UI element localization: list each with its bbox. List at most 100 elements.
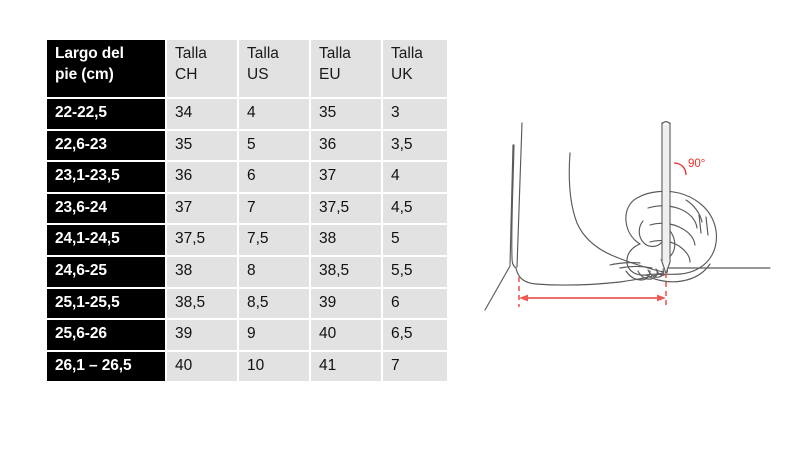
table-header-row: Largo del pie (cm) Talla CH Talla US Tal… <box>47 40 447 97</box>
cell-talla-eu: 37 <box>311 162 381 192</box>
hand-knuckle-lower <box>626 243 647 276</box>
cell-foot-length: 24,1-24,5 <box>47 225 165 256</box>
pencil-top-cap <box>661 121 671 125</box>
cell-foot-length: 26,1 – 26,5 <box>47 351 165 382</box>
cell-talla-us: 7,5 <box>239 225 309 256</box>
wall-line <box>516 122 523 268</box>
cell-talla-eu: 38,5 <box>311 257 381 287</box>
cell-talla-us: 8 <box>239 257 309 287</box>
cell-talla-eu: 40 <box>311 320 381 350</box>
cell-talla-ch: 37,5 <box>167 225 237 256</box>
cell-talla-eu: 37,5 <box>311 193 381 224</box>
column-header-talla-uk: Talla UK <box>383 40 447 97</box>
cell-talla-ch: 35 <box>167 130 237 161</box>
cell-foot-length: 22-22,5 <box>47 99 165 129</box>
cell-talla-us: 6 <box>239 162 309 192</box>
table-row: 23,6-24 37 7 37,5 4,5 <box>47 193 447 224</box>
cell-talla-ch: 40 <box>167 351 237 382</box>
column-header-talla-eu: Talla EU <box>311 40 381 97</box>
column-header-line: Talla <box>247 45 279 62</box>
cell-talla-uk: 3,5 <box>383 130 447 161</box>
column-header-line: Talla <box>175 45 207 62</box>
leg-front-outline <box>568 152 617 258</box>
measure-arrow-head-left <box>519 294 528 302</box>
measure-arrow-head-right <box>657 294 666 302</box>
foot-measurement-diagram: 90° <box>480 105 780 325</box>
angle-arc <box>673 162 687 176</box>
table-body: 22-22,5 34 4 35 3 22,6-23 35 5 36 3,5 23… <box>47 99 447 382</box>
column-header-line: EU <box>319 65 341 83</box>
leg-back-outline <box>511 144 517 269</box>
cell-foot-length: 22,6-23 <box>47 130 165 161</box>
table-row: 22-22,5 34 4 35 3 <box>47 99 447 129</box>
shoe-size-table: Largo del pie (cm) Talla CH Talla US Tal… <box>45 38 449 383</box>
cell-talla-uk: 7 <box>383 351 447 382</box>
table-row: 25,1-25,5 38,5 8,5 39 6 <box>47 288 447 319</box>
cell-talla-ch: 37 <box>167 193 237 224</box>
cell-foot-length: 24,6-25 <box>47 257 165 287</box>
angle-annotation: 90° <box>673 158 705 176</box>
table-row: 23,1-23,5 36 6 37 4 <box>47 162 447 192</box>
cell-foot-length: 25,1-25,5 <box>47 288 165 319</box>
wall-line-inner <box>509 144 514 266</box>
cell-talla-eu: 39 <box>311 288 381 319</box>
cell-talla-us: 7 <box>239 193 309 224</box>
finger-3 <box>649 240 691 263</box>
table-row: 26,1 – 26,5 40 10 41 7 <box>47 351 447 382</box>
foot-instep-outline <box>615 256 665 273</box>
cell-talla-uk: 4 <box>383 162 447 192</box>
knuckle-crease-1 <box>698 214 702 234</box>
cell-talla-eu: 41 <box>311 351 381 382</box>
finger-1 <box>647 205 698 229</box>
thumb <box>638 220 663 248</box>
cell-talla-us: 8,5 <box>239 288 309 319</box>
cell-talla-us: 9 <box>239 320 309 350</box>
column-header-line: CH <box>175 65 198 83</box>
column-header-foot-length: Largo del pie (cm) <box>47 40 165 97</box>
angle-label: 90° <box>688 158 705 170</box>
table-row: 22,6-23 35 5 36 3,5 <box>47 130 447 161</box>
cell-talla-uk: 5 <box>383 225 447 256</box>
cell-talla-ch: 38 <box>167 257 237 287</box>
cell-talla-uk: 3 <box>383 99 447 129</box>
cell-talla-ch: 39 <box>167 320 237 350</box>
toes <box>619 265 653 269</box>
measure-annotation <box>518 273 667 307</box>
cell-talla-us: 4 <box>239 99 309 129</box>
knuckle-crease-3 <box>685 199 703 223</box>
cell-talla-ch: 34 <box>167 99 237 129</box>
knuckle-crease-2 <box>705 216 709 236</box>
cell-talla-eu: 35 <box>311 99 381 129</box>
cell-talla-uk: 5,5 <box>383 257 447 287</box>
cell-talla-uk: 4,5 <box>383 193 447 224</box>
cell-talla-eu: 38 <box>311 225 381 256</box>
cell-talla-uk: 6 <box>383 288 447 319</box>
table-row: 24,1-24,5 37,5 7,5 38 5 <box>47 225 447 256</box>
column-header-talla-ch: Talla CH <box>167 40 237 97</box>
column-header-talla-us: Talla US <box>239 40 309 97</box>
column-header-line: pie (cm) <box>55 65 114 83</box>
column-header-line: UK <box>391 65 413 83</box>
floor-line <box>484 265 511 311</box>
cell-talla-us: 10 <box>239 351 309 382</box>
column-header-line: Talla <box>391 45 423 62</box>
toe-crease <box>609 262 641 266</box>
cell-foot-length: 23,1-23,5 <box>47 162 165 192</box>
table-row: 24,6-25 38 8 38,5 5,5 <box>47 257 447 287</box>
pencil-tip-fill <box>663 262 669 272</box>
column-header-line: Largo del <box>55 45 124 62</box>
foot-sole-outline <box>515 267 663 286</box>
column-header-line: US <box>247 65 269 83</box>
cell-talla-ch: 38,5 <box>167 288 237 319</box>
column-header-line: Talla <box>319 45 351 62</box>
cell-talla-uk: 6,5 <box>383 320 447 350</box>
hand-bottom-outline <box>645 263 711 283</box>
hand-outline <box>638 190 718 276</box>
pencil-body-fill <box>662 125 670 262</box>
cell-foot-length: 25,6-26 <box>47 320 165 350</box>
cell-talla-eu: 36 <box>311 130 381 161</box>
table-row: 25,6-26 39 9 40 6,5 <box>47 320 447 350</box>
cell-talla-us: 5 <box>239 130 309 161</box>
finger-2 <box>649 222 696 246</box>
hand-knuckle-top <box>625 196 641 245</box>
